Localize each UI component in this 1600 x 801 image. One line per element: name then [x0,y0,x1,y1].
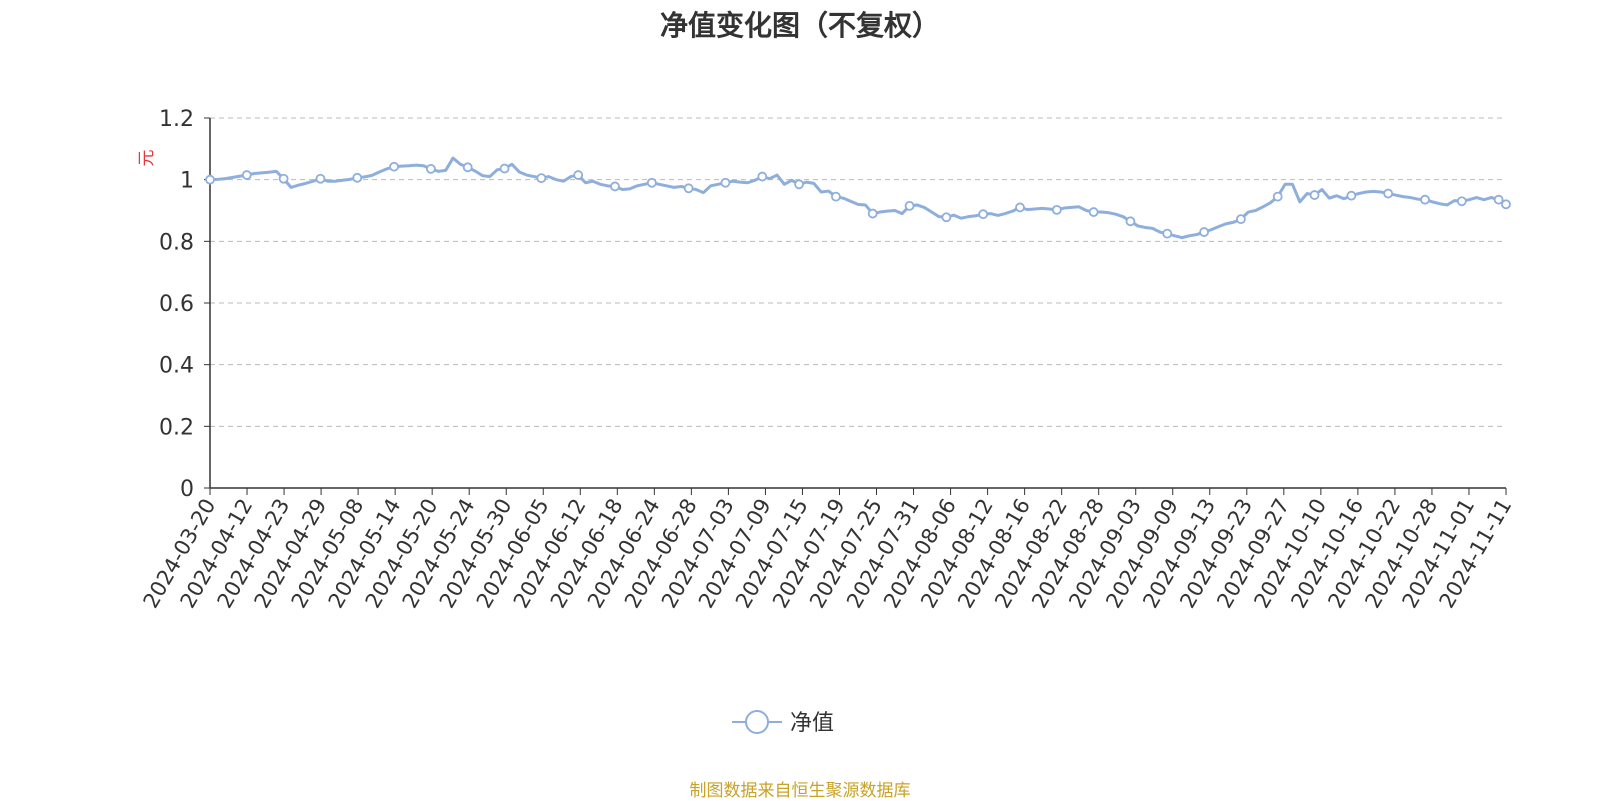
data-point [1309,190,1320,200]
data-point [1088,207,1099,217]
y-axis-label: 元 [137,150,157,167]
data-point [720,177,731,188]
y-tick-label: 0.8 [159,230,194,255]
data-point [867,208,878,219]
data-point [1162,228,1173,239]
data-point [1493,194,1504,205]
y-tick-label: 1 [180,169,194,194]
data-point [610,181,620,192]
data-point [352,172,363,183]
data-point [315,173,326,184]
data-point [1199,227,1209,237]
chart-title: 净值变化图（不复权） [659,9,940,42]
data-point [1272,191,1283,202]
data-point [1456,196,1467,207]
data-point [978,209,989,220]
data-point [1015,202,1025,213]
data-point [536,173,547,184]
data-point [499,163,510,174]
y-tick-label: 0.2 [159,415,194,440]
data-point [941,212,952,223]
data-point [1051,204,1062,215]
data-point [205,174,215,185]
data-point [1125,216,1136,227]
y-tick-label: 1.2 [159,107,194,132]
data-point [278,173,289,184]
data-point [683,183,694,194]
data-point [241,170,252,180]
data-point [794,179,804,190]
y-tick-label: 0.4 [159,354,194,379]
data-point [1501,199,1511,210]
data-point [904,200,915,211]
data-point [1346,190,1357,201]
legend-label: 净值 [790,711,834,736]
data-point [1383,188,1394,199]
data-point [646,177,657,188]
data-point [831,191,841,202]
data-point [1236,214,1246,225]
data-point [573,170,584,180]
y-tick-label: 0.6 [159,292,194,317]
data-point [426,163,436,174]
data-point [1420,194,1430,205]
y-tick-label: 0 [180,477,194,502]
legend-marker [745,710,769,734]
data-point [389,161,399,172]
data-source-note: 制图数据来自恒生聚源数据库 [689,781,911,801]
series-line-净值 [209,156,1507,240]
data-point [462,162,473,173]
data-point [757,171,768,182]
